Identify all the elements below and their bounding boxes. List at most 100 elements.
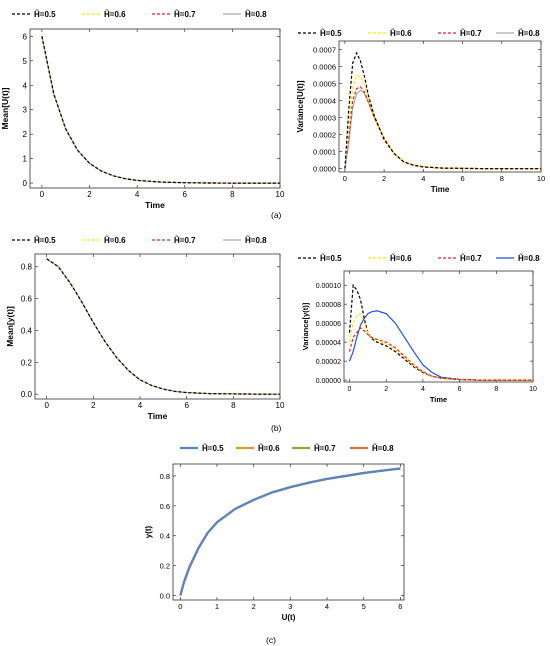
y-tick-label: 0.6	[160, 502, 170, 511]
legend-label-1: H̃=0.6	[390, 254, 412, 263]
series-line-3	[348, 310, 533, 381]
y-tick-label: 0.4	[160, 532, 170, 541]
x-tick-label: 10	[529, 386, 537, 393]
x-tick-label: 6	[458, 386, 462, 393]
series-line-3	[46, 258, 280, 395]
x-tick-label: 4	[421, 174, 425, 183]
legend-label-2: H̃=0.7	[314, 444, 336, 453]
legend-label-1: H̃=0.6	[258, 444, 280, 453]
series-line-3	[41, 36, 280, 184]
x-tick-label: 4	[421, 386, 425, 393]
y-tick-label: 0.00008	[316, 302, 341, 309]
x-tick-label: 10	[276, 190, 285, 199]
y-tick-label: 0.6	[21, 295, 33, 304]
x-tick-label: 8	[494, 386, 498, 393]
panel-label-b: (b)	[271, 423, 282, 433]
legend-label-3: H̃=0.8	[245, 236, 267, 245]
plot-frame	[34, 253, 281, 400]
y-tick-label: 0.0001	[313, 148, 336, 157]
x-axis-label: Time	[430, 395, 447, 404]
x-axis-label: Time	[431, 185, 450, 194]
legend-label-0: H̃=0.5	[320, 29, 342, 38]
series-line-2	[348, 327, 533, 381]
x-tick-label: 6	[460, 174, 464, 183]
legend-label-2: H̃=0.7	[174, 10, 196, 19]
x-tick-label: 8	[500, 174, 504, 183]
legend-label-2: H̃=0.7	[174, 236, 196, 245]
y-tick-label: 0	[23, 179, 28, 188]
x-tick-label: 6	[398, 602, 402, 611]
x-tick-label: 2	[87, 190, 92, 199]
legend-label-1: H̃=0.6	[104, 10, 126, 19]
x-axis-label: Time	[148, 411, 168, 421]
y-tick-label: 0.8	[160, 472, 170, 481]
series-line-2	[344, 86, 541, 170]
legend-label-0: H̃=0.5	[202, 444, 224, 453]
series-line-1	[348, 312, 533, 381]
x-tick-label: 2	[252, 602, 256, 611]
series-line-3	[344, 89, 541, 170]
y-tick-label: 0.4	[21, 326, 33, 335]
series-line-2	[46, 258, 280, 395]
x-tick-label: 0	[178, 602, 182, 611]
y-tick-label: 6	[23, 32, 28, 41]
series-line-0	[179, 467, 401, 596]
y-tick-label: 0.00004	[316, 340, 341, 347]
series-line-1	[344, 74, 541, 170]
legend-label-1: H̃=0.6	[390, 29, 412, 38]
chart-0: 0 2 4 6 8 10 0 1 2 3 4 5 6 Time Mean[U(t)] H̃=0.5 H̃=0.6…	[0, 10, 285, 210]
legend-label-2: H̃=0.7	[460, 29, 482, 38]
series-line-0	[344, 51, 541, 170]
y-tick-label: 0.0005	[313, 80, 336, 89]
x-tick-label: 4	[325, 602, 329, 611]
y-tick-label: 0.2	[21, 358, 33, 367]
x-tick-label: 1	[215, 602, 219, 611]
y-axis-label: Mean[U(t)]	[0, 87, 10, 129]
series-line-0	[41, 36, 280, 184]
legend-label-0: H̃=0.5	[34, 236, 56, 245]
y-tick-label: 3	[23, 106, 28, 115]
legend-label-1: H̃=0.6	[104, 236, 126, 245]
x-tick-label: 4	[135, 190, 140, 199]
panel-label-c: (c)	[266, 635, 276, 645]
x-tick-label: 3	[288, 602, 292, 611]
legend-label-3: H̃=0.8	[518, 254, 540, 263]
y-tick-label: 4	[23, 81, 28, 90]
x-tick-label: 0	[348, 386, 352, 393]
x-tick-label: 2	[91, 401, 96, 410]
plot-frame	[172, 463, 405, 601]
y-axis-label: y(t)	[144, 525, 153, 538]
x-tick-label: 2	[382, 174, 386, 183]
y-tick-label: 2	[23, 130, 28, 139]
legend-label-0: H̃=0.5	[34, 10, 56, 19]
y-tick-label: 0.0004	[313, 97, 336, 106]
plot-frame	[338, 40, 542, 173]
x-tick-label: 2	[384, 386, 388, 393]
y-tick-label: 0.2	[160, 562, 170, 571]
x-tick-label: 4	[138, 401, 143, 410]
chart-2: 0 2 4 6 8 10 0.0 0.2 0.4 0.6 0.8 Time Mean[y(t)] H̃=0…	[5, 236, 285, 421]
x-tick-label: 5	[362, 602, 366, 611]
x-tick-label: 0	[343, 174, 347, 183]
chart-3: 0 2 4 6 8 10 0.00000 0.00002 0.00004 0.00006 0.000…	[298, 254, 540, 404]
x-tick-label: 10	[537, 174, 545, 183]
series-line-2	[41, 36, 280, 184]
series-line-0	[348, 283, 533, 381]
y-axis-label: Variance[y(t)]	[301, 302, 310, 350]
legend-label-2: H̃=0.7	[460, 254, 482, 263]
y-tick-label: 5	[23, 57, 28, 66]
y-tick-label: 0.0	[21, 390, 33, 399]
x-tick-label: 8	[231, 401, 236, 410]
x-tick-label: 8	[230, 190, 235, 199]
y-tick-label: 0.0000	[313, 165, 336, 174]
y-tick-label: 0.0003	[313, 114, 336, 123]
y-tick-label: 0.00002	[316, 359, 341, 366]
legend-label-3: H̃=0.8	[245, 10, 267, 19]
plot-frame	[29, 28, 281, 189]
y-tick-label: 0.0007	[313, 46, 336, 55]
x-tick-label: 10	[276, 401, 285, 410]
plot-frame	[343, 270, 534, 383]
x-tick-label: 6	[184, 401, 189, 410]
x-axis-label: Time	[145, 200, 165, 210]
y-axis-label: Mean[y(t)]	[5, 306, 15, 347]
